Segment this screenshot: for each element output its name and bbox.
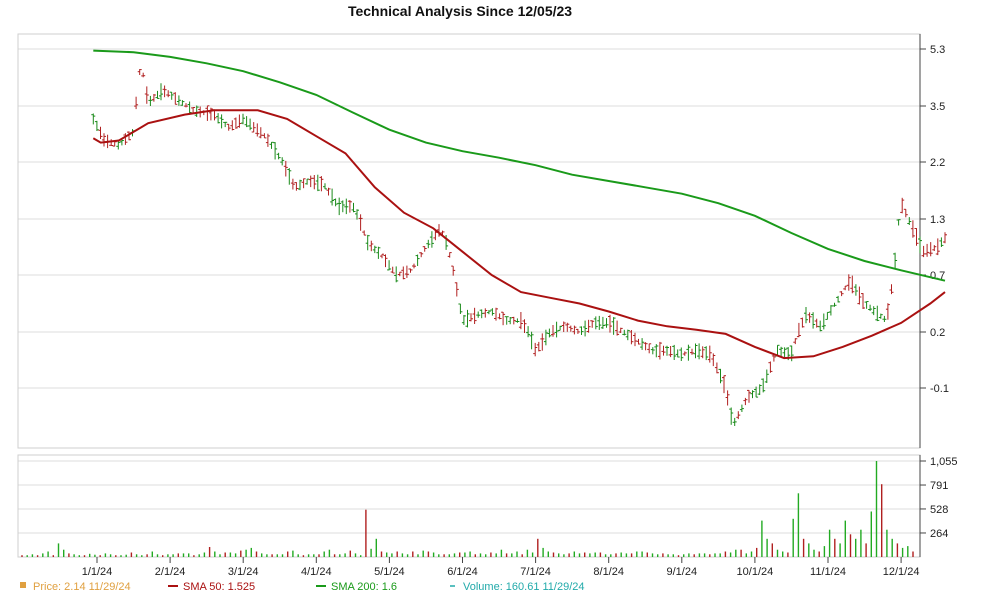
volume-bars <box>21 461 914 557</box>
volume-gridlines <box>18 460 920 534</box>
x-tick-label: 9/1/24 <box>667 566 698 578</box>
price-panel-frame <box>17 33 921 449</box>
x-tick-label: 2/1/24 <box>155 566 186 578</box>
x-tick-label: 10/1/24 <box>737 566 774 578</box>
price-tick-label: 3.5 <box>930 101 945 113</box>
price-gridlines <box>18 48 920 389</box>
x-tick-label: 6/1/24 <box>447 566 478 578</box>
volume-axis-ticks: 1,055 791 528 264 <box>920 456 958 540</box>
price-tick-label: 1.3 <box>930 214 945 226</box>
volume-tick-label: 264 <box>930 528 948 540</box>
x-tick-label: 8/1/24 <box>593 566 624 578</box>
price-tick-label: 5.3 <box>930 44 945 56</box>
x-tick-label: 4/1/24 <box>301 566 332 578</box>
chart-legend: Price: 2.14 11/29/24 SMA 50: 1.525 SMA 200… <box>20 581 585 593</box>
x-tick-label: 5/1/24 <box>374 566 405 578</box>
legend-label: SMA 50: 1.525 <box>183 581 255 593</box>
volume-tick-label: 528 <box>930 504 948 516</box>
x-tick-label: 3/1/24 <box>228 566 259 578</box>
volume-tick-label: 791 <box>930 480 948 492</box>
chart-title: Technical Analysis Since 12/05/23 <box>348 3 572 19</box>
sma-200-line <box>93 49 946 282</box>
x-tick-label: 1/1/24 <box>82 566 113 578</box>
volume-panel-frame <box>17 454 921 558</box>
legend-swatch <box>20 582 26 588</box>
legend-label: SMA 200: 1.6 <box>331 581 397 593</box>
price-ohlc-bars <box>91 69 947 426</box>
x-axis-ticks: 1/1/24 2/1/24 3/1/24 4/1/24 5/1/24 6/1/24 7/1/… <box>82 557 920 578</box>
volume-tick-label: 1,055 <box>930 456 958 468</box>
legend-label: Price: 2.14 11/29/24 <box>33 581 131 593</box>
x-tick-label: 11/1/24 <box>810 566 846 578</box>
price-tick-label: 0.2 <box>930 327 945 339</box>
legend-label: Volume: 160.61 11/29/24 <box>463 581 585 593</box>
x-tick-label: 7/1/24 <box>520 566 551 578</box>
price-tick-label: 2.2 <box>930 157 945 169</box>
sma-50-line <box>92 109 946 360</box>
x-tick-label: 12/1/24 <box>883 566 920 578</box>
price-tick-label: -0.1 <box>930 383 949 395</box>
price-axis-ticks: 5.33.52.21.30.70.2-0.1 <box>920 44 949 395</box>
